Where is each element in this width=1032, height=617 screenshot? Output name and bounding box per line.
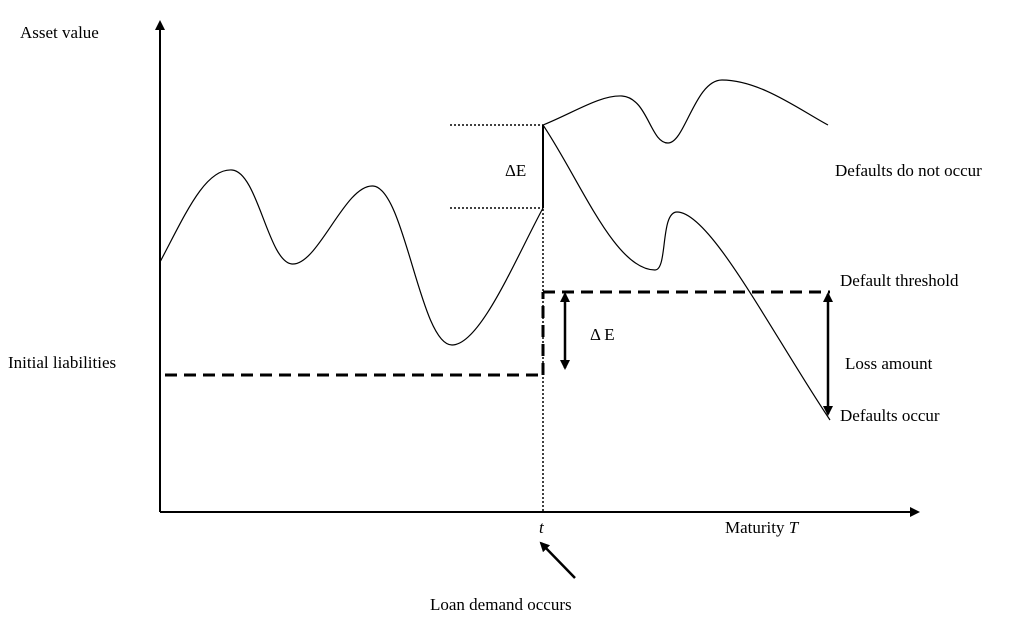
event-label: Loan demand occurs [430,595,572,614]
asset-path [159,169,544,346]
loss-amount: Loss amount [845,354,933,373]
no-default-path [542,79,829,144]
delta-lower: Δ E [590,325,615,344]
time-marker: t [539,518,545,537]
no-default: Defaults do not occur [835,161,982,180]
default-threshold: Default threshold [840,271,959,290]
x-label-var: T [789,518,800,537]
x-label-text: Maturity [725,518,785,537]
initial-liabilities: Initial liabilities [8,353,116,372]
y-label: Asset value [20,23,99,42]
default-path [542,124,831,421]
delta-upper: ΔE [505,161,526,180]
shapes [155,20,920,579]
event-arrow [539,541,576,579]
x-label: Maturity T [725,518,800,537]
default: Defaults occur [840,406,940,425]
